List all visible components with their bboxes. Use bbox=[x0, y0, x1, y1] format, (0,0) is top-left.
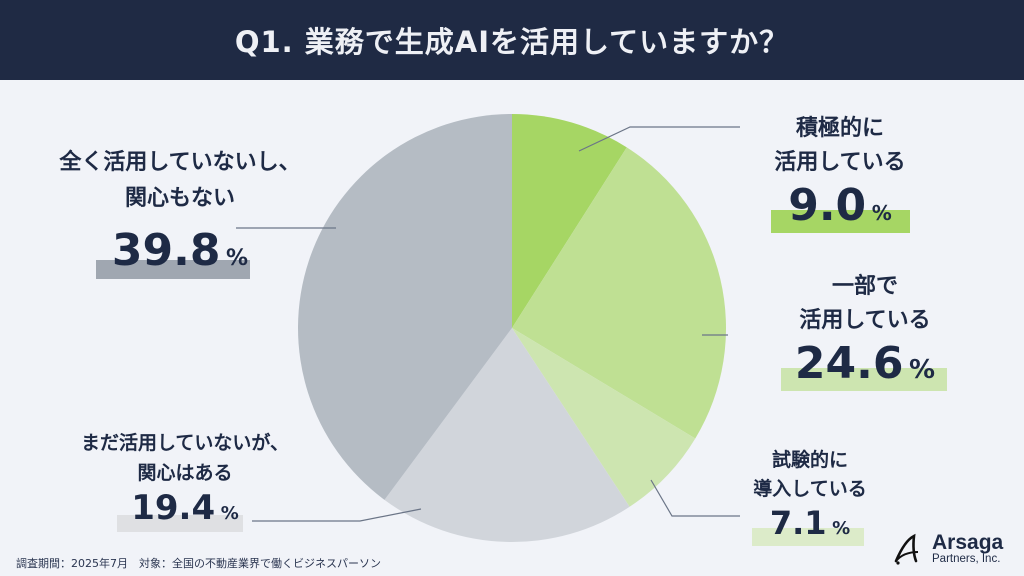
pie-slice-4 bbox=[384, 328, 630, 542]
survey-note: 調査期間：2025年7月 対象：全国の不動産業界で働くビジネスパーソン bbox=[16, 557, 381, 570]
value-s4: 19.4 % bbox=[117, 488, 243, 532]
label-s4: まだ活用していないが、 関心はある 19.4 % bbox=[55, 428, 315, 532]
pie-slice-3 bbox=[512, 328, 696, 507]
value-s1: 9.0 % bbox=[771, 180, 910, 233]
label-s5-line2: 関心もない bbox=[124, 186, 235, 211]
leader-lines bbox=[236, 126, 740, 522]
highlight-bar-s3 bbox=[751, 528, 865, 546]
page-title: Q1. 業務で生成AIを活用していますか？ bbox=[234, 25, 790, 59]
highlight-bar-s2 bbox=[780, 368, 948, 391]
value-s1-unit: % bbox=[871, 201, 892, 225]
value-s2-number: 24.6 bbox=[794, 338, 904, 389]
value-s5-number: 39.8 bbox=[111, 225, 221, 276]
highlight-bar-s4 bbox=[117, 515, 243, 532]
pie-slice-5 bbox=[298, 114, 512, 500]
value-s2-unit: % bbox=[909, 355, 936, 385]
value-s5: 39.8 % bbox=[95, 225, 251, 279]
label-s4-line1: まだ活用していないが、 bbox=[80, 432, 290, 454]
logo-name: Arsaga bbox=[932, 531, 1004, 554]
arsaga-logo-icon bbox=[894, 533, 919, 565]
header-bar: Q1. 業務で生成AIを活用していますか？ bbox=[0, 0, 1024, 80]
label-s2: 一部で 活用している 24.6 % bbox=[765, 270, 965, 391]
pie-slice-2 bbox=[512, 147, 726, 439]
value-s4-number: 19.4 bbox=[131, 488, 216, 528]
label-s3: 試験的に 導入している 7.1 % bbox=[725, 446, 895, 546]
leader-line-s4 bbox=[252, 508, 422, 522]
company-logo: Arsaga Partners, Inc. bbox=[892, 531, 1004, 565]
value-s2: 24.6 % bbox=[780, 338, 948, 391]
highlight-bar-s5 bbox=[95, 260, 251, 279]
label-s3-line1: 試験的に bbox=[771, 449, 848, 471]
value-s1-number: 9.0 bbox=[788, 180, 867, 231]
value-s3: 7.1 % bbox=[751, 504, 865, 546]
logo-subtitle: Partners, Inc. bbox=[932, 553, 1001, 565]
label-s3-line2: 導入している bbox=[753, 478, 867, 500]
label-s1-line2: 活用している bbox=[774, 150, 906, 175]
label-s2-line2: 活用している bbox=[799, 308, 931, 333]
label-s1: 積極的に 活用している 9.0 % bbox=[740, 112, 940, 233]
leader-line-s3 bbox=[650, 479, 740, 517]
leader-line-s1 bbox=[578, 126, 740, 152]
value-s4-unit: % bbox=[220, 503, 239, 524]
label-s5: 全く活用していないし、 関心もない 39.8 % bbox=[15, 145, 345, 279]
pie-slice-1 bbox=[512, 114, 627, 328]
label-s1-line1: 積極的に bbox=[795, 116, 884, 141]
value-s5-unit: % bbox=[226, 246, 249, 271]
value-s3-number: 7.1 bbox=[769, 504, 827, 542]
label-s4-line2: 関心はある bbox=[137, 462, 233, 484]
value-s3-unit: % bbox=[832, 518, 851, 539]
label-s5-line1: 全く活用していないし、 bbox=[59, 150, 301, 175]
highlight-bar-s1 bbox=[771, 210, 910, 233]
label-s2-line1: 一部で bbox=[831, 274, 898, 299]
